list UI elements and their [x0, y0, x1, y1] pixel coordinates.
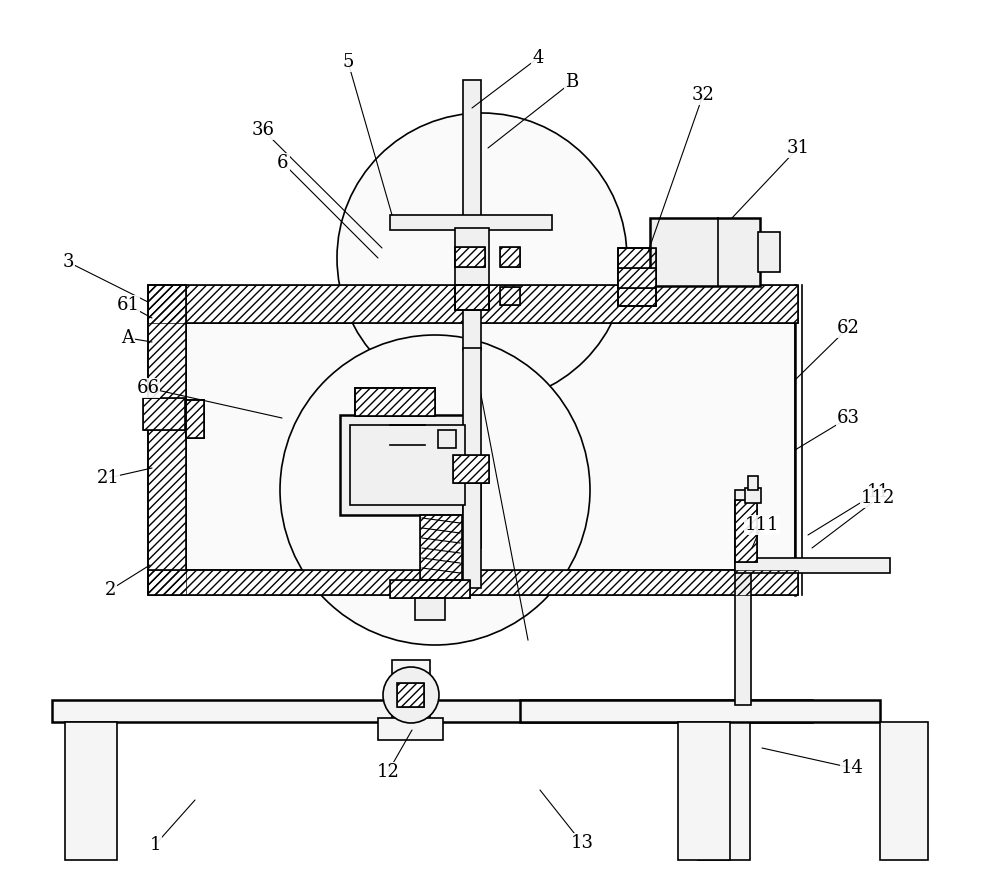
- Text: 66: 66: [136, 379, 160, 397]
- Bar: [453, 455, 489, 483]
- Bar: [355, 388, 435, 416]
- Bar: [735, 500, 757, 562]
- Bar: [618, 248, 656, 306]
- Text: 5: 5: [342, 53, 354, 71]
- Text: 3: 3: [62, 253, 74, 271]
- Bar: [618, 268, 656, 288]
- Text: 1: 1: [149, 836, 161, 854]
- Bar: [453, 455, 489, 483]
- Bar: [397, 683, 424, 707]
- Bar: [618, 248, 656, 306]
- Text: 14: 14: [841, 759, 863, 777]
- Text: 13: 13: [570, 834, 594, 852]
- Bar: [148, 570, 798, 595]
- Bar: [455, 247, 485, 267]
- Bar: [455, 285, 489, 310]
- Bar: [420, 515, 462, 580]
- Circle shape: [337, 113, 627, 403]
- Bar: [748, 476, 758, 490]
- Text: 2: 2: [104, 581, 116, 599]
- Bar: [148, 570, 798, 595]
- Bar: [880, 722, 928, 860]
- Text: 21: 21: [97, 469, 119, 487]
- Text: 32: 32: [692, 86, 714, 104]
- Bar: [52, 700, 812, 722]
- Bar: [463, 483, 481, 588]
- Bar: [186, 400, 204, 438]
- Bar: [455, 285, 489, 310]
- Bar: [455, 287, 485, 305]
- Bar: [618, 248, 656, 306]
- Bar: [148, 285, 186, 595]
- Bar: [143, 398, 185, 430]
- Bar: [455, 228, 489, 288]
- Bar: [455, 285, 489, 310]
- Text: 31: 31: [786, 139, 810, 157]
- Bar: [390, 580, 470, 598]
- Text: 61: 61: [116, 296, 140, 314]
- Bar: [698, 722, 750, 860]
- Bar: [148, 285, 798, 323]
- Text: 111: 111: [745, 516, 779, 534]
- Bar: [340, 415, 475, 515]
- Bar: [438, 430, 456, 448]
- Bar: [390, 580, 470, 598]
- Bar: [455, 287, 485, 305]
- Bar: [650, 218, 760, 286]
- Bar: [415, 598, 445, 620]
- Text: 112: 112: [861, 489, 895, 507]
- Bar: [735, 490, 751, 705]
- Text: 4: 4: [532, 49, 544, 67]
- Text: B: B: [565, 73, 579, 91]
- Bar: [745, 488, 761, 503]
- Bar: [678, 722, 730, 860]
- Circle shape: [280, 335, 590, 645]
- Bar: [463, 80, 481, 350]
- Bar: [65, 722, 117, 860]
- Bar: [355, 388, 435, 416]
- Bar: [143, 398, 185, 430]
- Text: 36: 36: [252, 121, 274, 139]
- Bar: [463, 348, 481, 548]
- Bar: [500, 247, 520, 267]
- Bar: [500, 287, 520, 305]
- Text: 63: 63: [836, 409, 860, 427]
- Bar: [186, 400, 204, 438]
- Bar: [735, 500, 757, 562]
- Text: 6: 6: [277, 154, 289, 172]
- Bar: [186, 323, 795, 570]
- Text: 62: 62: [837, 319, 859, 337]
- Bar: [148, 320, 163, 575]
- Bar: [355, 388, 435, 416]
- Bar: [397, 683, 424, 707]
- Bar: [520, 700, 880, 722]
- Bar: [500, 247, 520, 267]
- Bar: [392, 660, 430, 722]
- Bar: [455, 247, 485, 267]
- Text: A: A: [122, 329, 134, 347]
- Text: 12: 12: [377, 763, 399, 781]
- Bar: [186, 400, 204, 438]
- Bar: [618, 268, 656, 288]
- Bar: [500, 287, 520, 305]
- Text: 11: 11: [866, 483, 890, 501]
- Bar: [390, 215, 552, 230]
- Bar: [148, 285, 186, 595]
- Bar: [758, 232, 780, 272]
- Circle shape: [383, 667, 439, 723]
- Bar: [378, 718, 443, 740]
- Bar: [420, 515, 462, 580]
- Bar: [350, 425, 465, 505]
- Bar: [735, 558, 890, 573]
- Bar: [148, 285, 798, 323]
